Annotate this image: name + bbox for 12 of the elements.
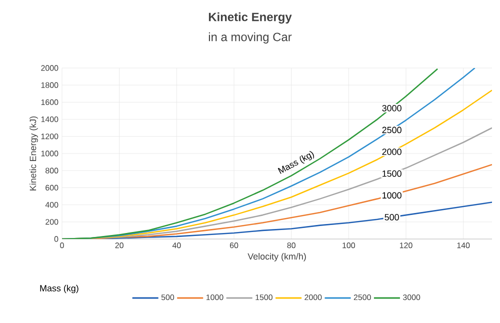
annotation: Mass (kg): [278, 151, 314, 174]
annotation: 500: [384, 214, 399, 220]
y-axis-title: Kinetic Energy (kJ): [30, 116, 38, 190]
legend-title: Mass (kg): [40, 284, 78, 294]
annotation: 1500: [382, 170, 402, 177]
annotation: 3000: [382, 105, 402, 112]
chart-subtitle: in a moving Car: [208, 32, 292, 44]
annotation: 1000: [382, 192, 402, 199]
chart-title: Kinetic Energy: [208, 12, 292, 24]
x-axis-title: Velocity (km/h): [248, 253, 306, 262]
annotation: 2000: [382, 148, 402, 155]
annotation: 2500: [382, 126, 402, 134]
